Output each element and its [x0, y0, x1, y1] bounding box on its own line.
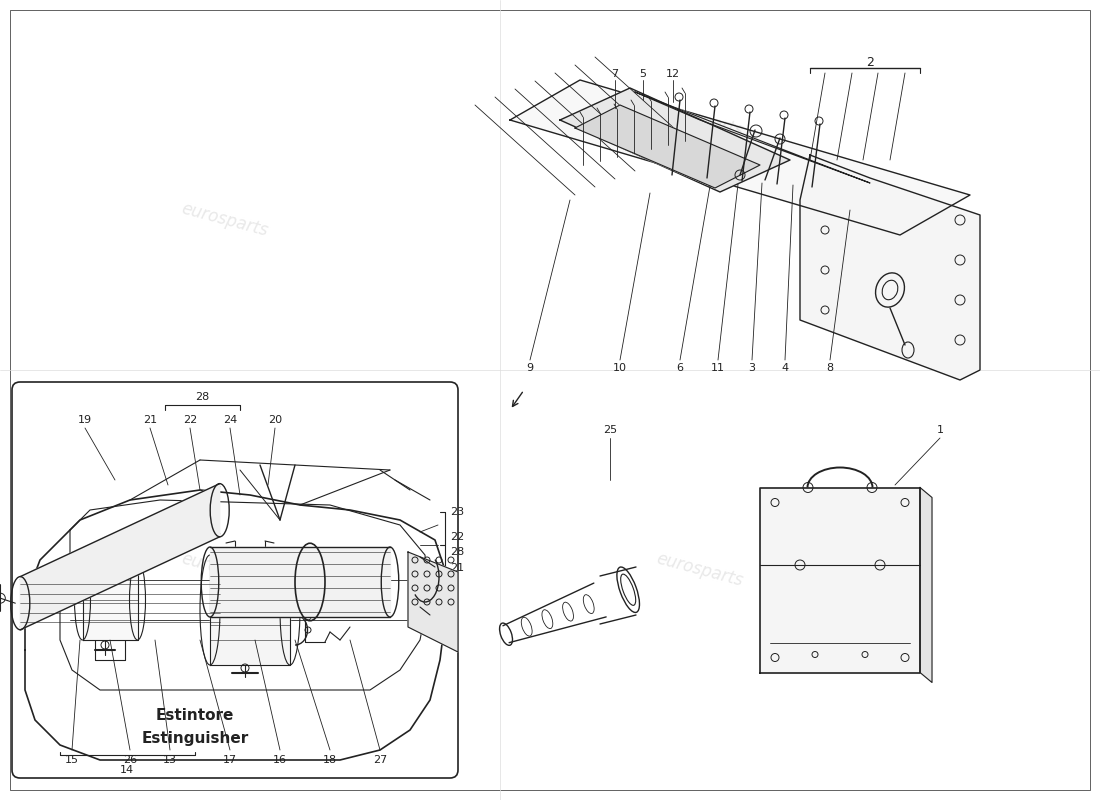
Polygon shape [635, 92, 870, 183]
Text: 15: 15 [65, 755, 79, 765]
Text: 21: 21 [450, 563, 464, 573]
Text: 5: 5 [639, 69, 647, 79]
Text: 27: 27 [373, 755, 387, 765]
Polygon shape [560, 88, 790, 192]
Text: 28: 28 [196, 392, 210, 402]
Text: eurosparts: eurosparts [654, 550, 746, 590]
Text: 16: 16 [273, 755, 287, 765]
Text: 21: 21 [143, 415, 157, 425]
Text: 13: 13 [163, 755, 177, 765]
Text: 9: 9 [527, 363, 534, 373]
Text: 8: 8 [826, 363, 834, 373]
Text: 12: 12 [666, 69, 680, 79]
Text: eurosparts: eurosparts [179, 550, 271, 590]
Text: 20: 20 [268, 415, 282, 425]
Text: 17: 17 [223, 755, 238, 765]
Polygon shape [800, 155, 980, 380]
Text: 18: 18 [323, 755, 337, 765]
Polygon shape [575, 105, 760, 188]
Text: 4: 4 [781, 363, 789, 373]
Text: 28: 28 [450, 547, 464, 557]
Text: eurosparts: eurosparts [654, 100, 746, 140]
Polygon shape [210, 547, 390, 617]
Text: Estinguisher: Estinguisher [142, 730, 249, 746]
Text: 19: 19 [78, 415, 92, 425]
Text: 11: 11 [711, 363, 725, 373]
Text: 22: 22 [183, 415, 197, 425]
Text: 3: 3 [748, 363, 756, 373]
Text: 23: 23 [450, 507, 464, 517]
Text: Estintore: Estintore [156, 707, 234, 722]
Text: 25: 25 [603, 425, 617, 435]
Polygon shape [210, 555, 290, 665]
Text: 2: 2 [866, 55, 873, 69]
Polygon shape [408, 552, 458, 652]
Text: 10: 10 [613, 363, 627, 373]
Text: 22: 22 [450, 532, 464, 542]
Text: 26: 26 [123, 755, 138, 765]
Polygon shape [760, 487, 920, 673]
Polygon shape [920, 487, 932, 682]
Text: 14: 14 [120, 765, 134, 775]
Text: 7: 7 [612, 69, 618, 79]
Text: 24: 24 [223, 415, 238, 425]
Polygon shape [20, 484, 220, 630]
Text: 1: 1 [936, 425, 944, 435]
Text: 6: 6 [676, 363, 683, 373]
Polygon shape [82, 560, 138, 640]
Polygon shape [510, 80, 970, 235]
Text: eurosparts: eurosparts [179, 200, 271, 240]
